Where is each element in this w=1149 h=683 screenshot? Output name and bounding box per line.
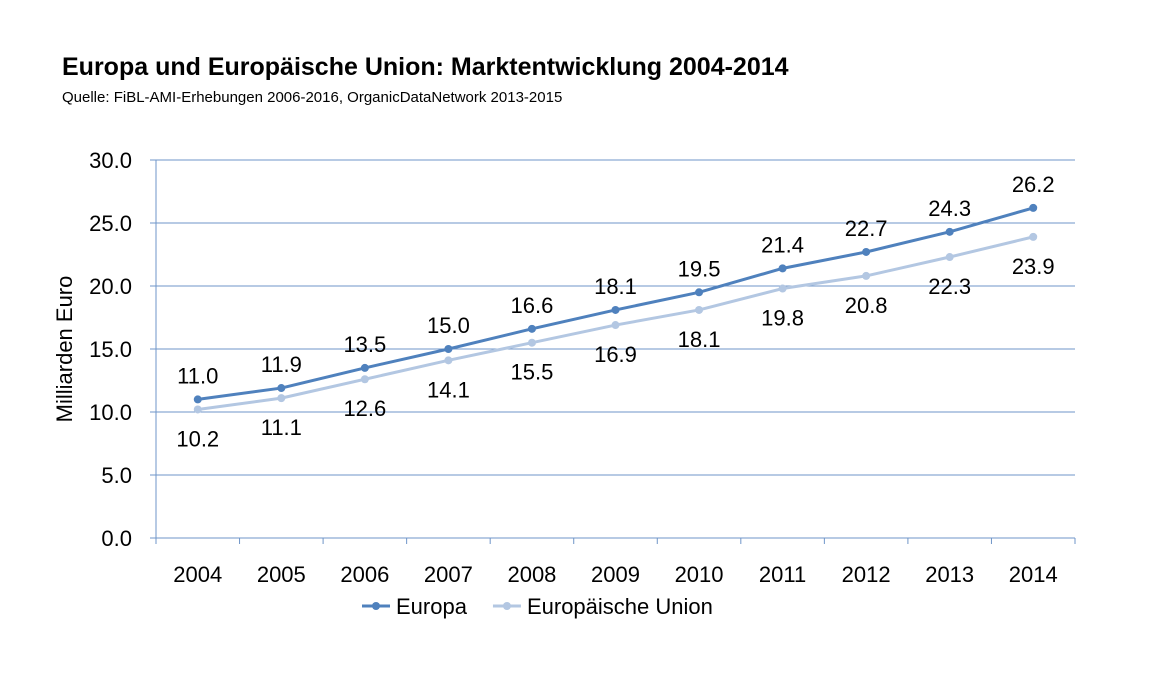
data-point [360, 375, 369, 384]
data-point [945, 253, 954, 262]
data-point [444, 345, 453, 353]
data-point [193, 395, 202, 404]
data-label: 21.4 [761, 232, 804, 257]
data-label: 20.8 [845, 293, 888, 318]
data-label: 15.5 [511, 360, 554, 385]
data-point [611, 305, 620, 314]
data-label: 10.2 [176, 426, 219, 451]
data-point [527, 324, 536, 333]
legend-marker [372, 602, 380, 610]
data-label: 11.0 [177, 363, 218, 388]
data-point [862, 247, 871, 256]
data-point [778, 264, 787, 273]
data-point [527, 338, 536, 347]
y-tick-label: 20.0 [89, 274, 132, 299]
data-label: 13.5 [343, 332, 386, 357]
data-label: 15.0 [427, 313, 470, 338]
y-tick-label: 10.0 [89, 400, 132, 425]
y-tick-label: 25.0 [89, 211, 132, 236]
x-tick-label: 2006 [340, 562, 389, 587]
x-tick-label: 2011 [759, 562, 806, 587]
legend-label: Europa [396, 594, 468, 619]
x-tick-label: 2008 [507, 562, 556, 587]
data-label: 11.9 [261, 352, 302, 377]
data-point [695, 305, 704, 314]
x-tick-label: 2012 [842, 562, 891, 587]
data-label: 19.8 [761, 306, 804, 331]
x-tick-label: 2009 [591, 562, 640, 587]
data-point [1029, 232, 1038, 241]
data-point [277, 394, 286, 403]
data-point [695, 288, 704, 297]
x-tick-label: 2013 [925, 562, 974, 587]
x-tick-label: 2004 [173, 562, 222, 587]
x-tick-label: 2014 [1009, 562, 1058, 587]
data-label: 11.1 [261, 415, 302, 440]
x-tick-label: 2007 [424, 562, 473, 587]
data-point [611, 321, 620, 330]
data-point [945, 227, 954, 236]
data-point [193, 405, 202, 414]
data-point [778, 284, 787, 293]
data-label: 24.3 [928, 196, 971, 221]
data-point [862, 271, 871, 280]
data-label: 12.6 [343, 396, 386, 421]
data-label: 16.9 [594, 342, 637, 367]
y-tick-label: 5.0 [101, 463, 132, 488]
data-label: 16.6 [511, 293, 554, 318]
legend-marker [502, 602, 511, 610]
data-label: 26.2 [1012, 172, 1055, 197]
data-point [360, 363, 369, 372]
data-label: 14.1 [427, 377, 470, 402]
data-label: 22.3 [928, 274, 971, 299]
x-tick-label: 2005 [257, 562, 306, 587]
data-point [277, 384, 286, 393]
y-tick-label: 15.0 [89, 337, 132, 362]
y-axis-title: Milliarden Euro [52, 276, 77, 423]
data-label: 19.5 [678, 256, 721, 281]
y-tick-label: 30.0 [89, 148, 132, 173]
y-tick-label: 0.0 [101, 526, 132, 551]
data-label: 18.1 [678, 327, 721, 352]
chart-subtitle: Quelle: FiBL-AMI-Erhebungen 2006-2016, O… [62, 89, 563, 106]
x-tick-label: 2010 [675, 562, 724, 587]
data-label: 18.1 [594, 274, 637, 299]
series-line [197, 206, 1034, 401]
data-point [444, 356, 453, 365]
data-point [1029, 203, 1038, 212]
data-label: 22.7 [845, 216, 888, 241]
chart-title: Europa und Europäische Union: Marktentwi… [62, 53, 789, 81]
legend-label: Europäische Union [527, 594, 713, 619]
data-label: 23.9 [1012, 254, 1055, 279]
